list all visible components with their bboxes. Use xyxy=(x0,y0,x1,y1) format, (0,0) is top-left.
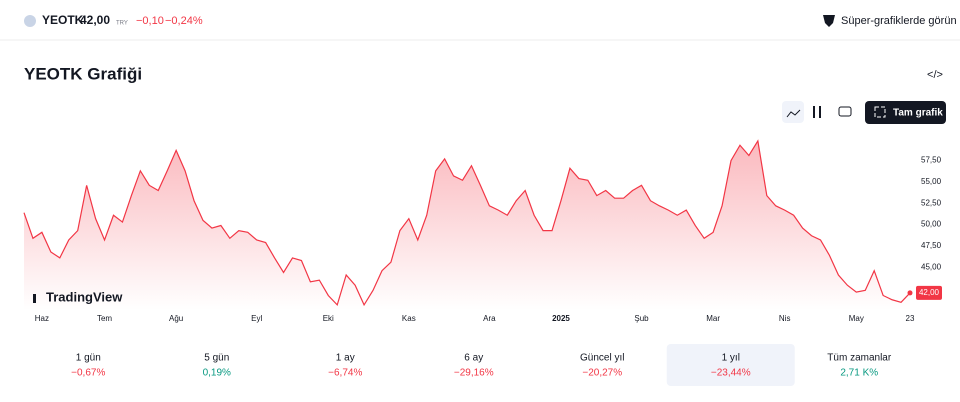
price: 42,00 xyxy=(80,13,110,27)
x-tick-label: May xyxy=(849,314,864,323)
x-tick-label: Şub xyxy=(634,314,649,323)
period-label[interactable]: 1 gün xyxy=(76,353,101,364)
candle-icon[interactable] xyxy=(813,106,821,118)
period-change[interactable]: −6,74% xyxy=(328,368,362,379)
x-tick-label: Eyl xyxy=(251,314,262,323)
full-icon xyxy=(874,106,886,118)
period-label[interactable]: 6 ay xyxy=(464,353,483,364)
x-tick-label: Ağu xyxy=(169,314,183,323)
x-tick-label: 2025 xyxy=(552,314,570,323)
chart: 45,00 47,50 50,00 52,50 55,00 57,50 Haz Tem Ağu E… xyxy=(23,139,942,323)
y-tick-label: 55,00 xyxy=(921,177,942,186)
x-tick-label: Ara xyxy=(483,314,496,323)
y-tick-label: 57,50 xyxy=(921,156,942,165)
period-change[interactable]: −20,27% xyxy=(582,368,622,379)
embed-icon[interactable]: </> xyxy=(927,69,943,81)
super-link[interactable]: Süper-grafiklerde görün xyxy=(841,15,957,27)
period-change[interactable]: −23,44% xyxy=(711,368,751,379)
price-line xyxy=(23,139,911,307)
x-tick-label: Mar xyxy=(706,314,720,323)
x-tick-label: Tem xyxy=(97,314,112,323)
period-change[interactable]: 2,71 K% xyxy=(840,368,878,379)
change-pct: −0,24% xyxy=(165,15,203,27)
y-tick-label: 45,00 xyxy=(921,262,942,271)
logo: TradingView xyxy=(46,289,123,304)
period-change[interactable]: 0,19% xyxy=(203,368,231,379)
change: −0,10 xyxy=(136,15,164,27)
super-icon xyxy=(823,15,835,27)
full-chart-button[interactable] xyxy=(865,101,946,124)
y-tick-label: 50,00 xyxy=(921,220,942,229)
full-chart-label: Tam grafik xyxy=(893,108,943,119)
price-tag-label: 42,00 xyxy=(919,288,940,297)
period-label[interactable]: 1 yıl xyxy=(722,353,740,364)
period-change[interactable]: −29,16% xyxy=(454,368,494,379)
period-change[interactable]: −0,67% xyxy=(71,368,105,379)
price-tag xyxy=(916,285,942,300)
y-tick-label: 52,50 xyxy=(921,198,942,207)
x-tick-label: 23 xyxy=(906,314,915,323)
currency: TRY xyxy=(116,21,128,27)
x-tick-label: Eki xyxy=(323,314,334,323)
area-icon xyxy=(786,109,801,118)
title[interactable]: YEOTK Grafiği xyxy=(24,64,142,83)
symbol-icon xyxy=(24,15,36,27)
area-button[interactable] xyxy=(782,101,804,123)
camera-icon[interactable] xyxy=(838,106,852,117)
period-label[interactable]: 5 gün xyxy=(204,353,229,364)
logo-icon xyxy=(24,294,36,303)
y-tick-label: 47,50 xyxy=(921,241,942,250)
symbol: YEOTK xyxy=(42,13,84,27)
period-label[interactable]: Güncel yıl xyxy=(580,353,624,364)
period-label[interactable]: 1 ay xyxy=(336,353,355,364)
last-point xyxy=(907,290,913,296)
period-selected xyxy=(666,344,795,386)
area-fill xyxy=(24,140,910,310)
period-label[interactable]: Tüm zamanlar xyxy=(827,353,892,364)
periods: 1 gün −0,67% 5 gün 0,19% 1 ay −6,74% 6 ay −29,1… xyxy=(71,344,892,386)
x-tick-label: Kas xyxy=(402,314,416,323)
x-tick-label: Haz xyxy=(35,314,49,323)
x-tick-label: Nis xyxy=(779,314,791,323)
